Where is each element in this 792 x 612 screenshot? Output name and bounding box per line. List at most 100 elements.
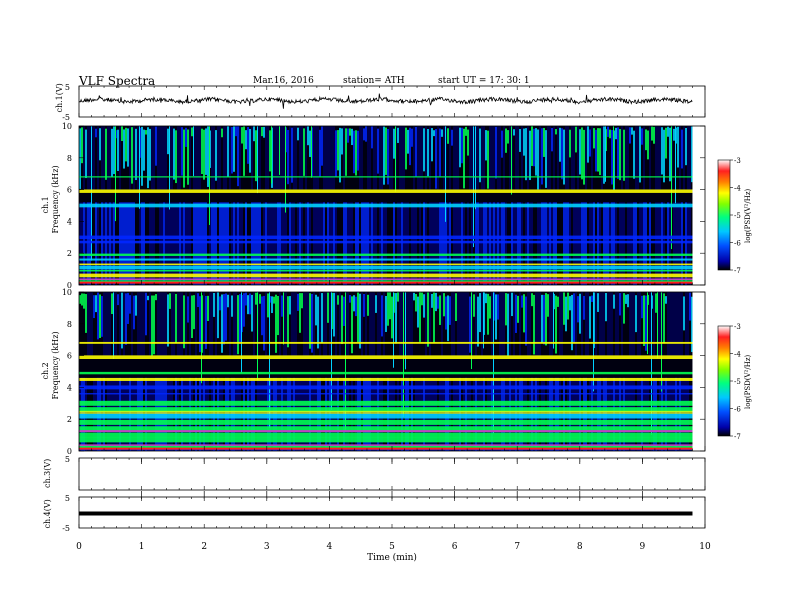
ch1-spectrogram-noise-column [139,202,141,285]
ch2-spectrogram-band [79,385,693,390]
ch1-spectrogram-noise-column [611,202,613,285]
ch4-waveform-trace [79,511,693,516]
ch1-spectrogram-noise-column [427,202,429,285]
ch1-spectrogram-sferic [675,126,676,204]
ch2-spectrogram-upper-column [595,292,597,356]
ch1-spectrogram-emission-column [615,127,617,140]
ch1-spectrogram-noise-column [391,202,393,285]
ch2-spectrogram-emission-column [355,296,357,317]
ch2-spectrogram-upper-column [607,292,609,356]
x-tick-label: 7 [514,542,520,552]
ch1-spectrogram-upper-column [119,126,121,190]
ch1-spectrogram-noise-column [201,202,203,285]
ch1-waveform-frame [78,85,706,118]
ch1-spectrogram-noise-column [263,202,265,285]
ch1-spectrogram-emission-column [463,128,465,189]
ch1-spectrogram-emission-column [691,126,693,183]
ch2-spectrogram-upper-column [601,292,603,356]
ch2-spectrogram-upper-column [383,292,385,356]
ch1-spectrogram-noise-column [225,202,227,285]
ch2-spectrogram-upper-column [91,292,93,356]
ch1-spectrogram-noise-column [583,202,585,285]
ch2-spectrogram-emission-column [613,294,615,309]
ch2-spectrogram-upper-column [179,292,181,356]
ch2-spectrogram-band [79,400,693,406]
ch1-spectrogram-noise-column [231,202,233,285]
ch2-spectrogram-emission-column [187,296,189,323]
ch2-spectrogram-sferic [269,292,270,428]
ch1-spectrogram-noise-column [215,202,217,285]
ch1-spectrogram-noise-column [551,202,553,285]
ch1-spectrogram-emission-column [241,127,243,144]
ch2-spectrogram-emission-column [247,295,249,315]
ch1-spectrogram-noise-column [237,202,239,285]
ch1-spectrogram-noise-column [217,202,219,285]
ch1-spectrogram-noise-column [669,202,671,285]
ch1-spectrogram-band [79,269,693,272]
ch2-spectrogram-upper-column [161,292,163,356]
ch1-spectrogram-upper-column [129,126,131,190]
ch1-spectrogram-noise-column [291,202,293,285]
ch1-spectrogram-noise-column [585,202,587,285]
ch2-spectrogram-emission-column [521,295,523,308]
ch2-spectrogram-upper-column [581,292,583,356]
ch1-spectrogram-sferic [169,126,170,210]
ch2-spectrogram-emission-column [557,296,559,307]
ch1-spectrogram-noise-column [619,202,621,285]
ch2-spectrogram-emission-column [99,294,101,338]
ch2-spectrogram-emission-column [311,293,313,353]
ch2-spectrogram-band [79,407,693,413]
ch1-spectrogram-upper-column [343,126,345,190]
ch2-spectrogram-sferic [493,292,494,434]
ch2-spectrogram-upper-column [461,292,463,356]
ch1-spectrogram-noise-column [509,202,511,285]
ch1-spectrogram-emission-column [393,128,395,159]
ch2-spectrogram-upper-column [233,292,235,356]
ch1-spectrogram-emission-column [451,129,453,146]
ch1-spectrogram-upper-column [517,126,519,190]
ch1-spectrogram-upper-column [179,126,181,190]
ch2-spectrogram-upper-column [551,292,553,356]
ch1-spectrogram-emission-column [579,129,581,175]
x-tick-label: 10 [699,542,711,552]
ch1-spectrogram-noise-column [447,202,449,285]
ch2-spectrogram-upper-column [611,292,613,356]
ch1-spectrogram-upper-column [627,126,629,190]
ch1-spectrogram-upper-column [159,126,161,190]
ch1-spectrogram-upper-column [571,126,573,190]
ch1-spectrogram-emission-column [631,127,633,135]
ch2-spectrogram-emission-column [237,295,239,355]
ch1-spectrogram-upper-column [655,126,657,190]
ch2-spectrogram-emission-column [445,296,447,330]
ch2-spectrogram-upper-column [265,292,267,356]
ch1-spectrogram-upper-column [403,126,405,190]
ch1-spectrogram-emission-column [353,130,355,174]
ch2-spectrogram-emission-column [431,293,433,308]
ch1-spectrogram-noise-column [621,202,623,285]
ch2-spectrogram-emission-column [495,294,497,340]
ch2-spectrogram-upper-column [339,292,341,356]
ch1-spectrogram-sferic [193,126,194,177]
ch2-spectrogram-emission-column [419,292,421,342]
ch1-spectrogram-upper-column [165,126,167,190]
ch1-spectrogram-noise-column [603,202,605,285]
ch2-spectrogram-upper-column [303,292,305,356]
ch1-spectrogram-noise-column [193,202,195,285]
ch2-spectrogram-band-magenta [79,444,693,446]
ch2-spectrogram-upper-column [279,292,281,356]
ch1-spectrogram-noise-column [607,202,609,285]
ch1-spectrogram-sferic [445,126,446,222]
ch1-spectrogram-upper-column [265,126,267,190]
ch1-spectrogram-noise-column [433,202,435,285]
ch2-spectrogram-emission-column [207,295,209,321]
ch1-spectrogram-noise-column [643,202,645,285]
ch1-spectrogram-noise-column [151,202,153,285]
ch2-spectrogram-emission-column [655,293,657,313]
ch1-spectrogram-noise-column [677,202,679,285]
ch1-spectrogram-noise-column [95,202,97,285]
ch1-spectrogram-upper-column [327,126,329,190]
ch1-spectrogram-emission-column [667,126,669,137]
ch2-spectrogram-emission-column [623,293,625,324]
ch2-spectrogram-upper-column [253,292,255,356]
ch2-spectrogram-ylabel: ch.2 [41,362,50,379]
